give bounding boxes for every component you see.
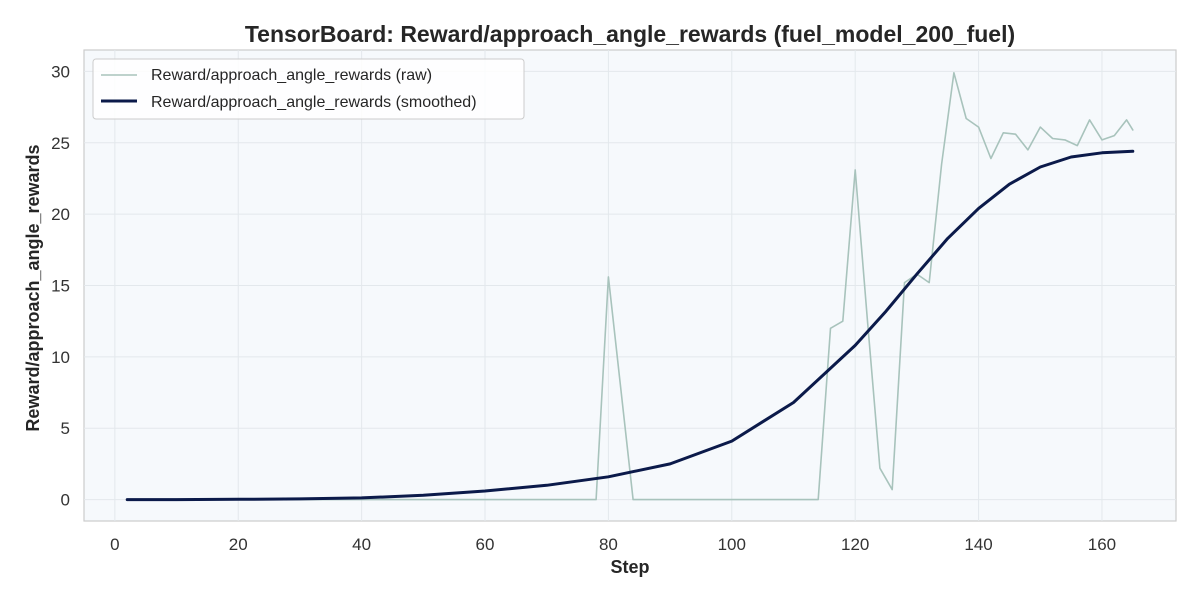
chart-title: TensorBoard: Reward/approach_angle_rewar… <box>245 21 1015 47</box>
x-tick-label: 60 <box>476 535 495 554</box>
y-tick-label: 30 <box>51 62 70 81</box>
y-axis-label: Reward/approach_angle_rewards <box>23 144 43 431</box>
x-tick-label: 140 <box>964 535 992 554</box>
x-tick-label: 80 <box>599 535 618 554</box>
x-axis-ticks: 0 20 40 60 80 100 120 140 160 <box>110 535 1116 554</box>
x-tick-label: 0 <box>110 535 119 554</box>
y-tick-label: 5 <box>61 419 70 438</box>
legend-box <box>92 58 525 120</box>
y-tick-label: 0 <box>61 491 70 510</box>
series-group <box>125 72 1135 502</box>
legend-label-smoothed: Reward/approach_angle_rewards (smoothed) <box>151 94 477 111</box>
x-tick-label: 160 <box>1088 535 1116 554</box>
series-line-smoothed <box>125 149 1135 502</box>
x-tick-label: 100 <box>718 535 746 554</box>
y-tick-label: 10 <box>51 348 70 367</box>
x-tick-label: 20 <box>229 535 248 554</box>
y-axis-ticks: 0 5 10 15 20 25 30 <box>51 62 70 509</box>
x-tick-label: 120 <box>841 535 869 554</box>
legend-label-raw: Reward/approach_angle_rewards (raw) <box>151 67 432 84</box>
y-tick-label: 20 <box>51 205 70 224</box>
x-axis-label: Step <box>610 557 649 577</box>
y-tick-label: 25 <box>51 134 70 153</box>
x-tick-label: 40 <box>352 535 371 554</box>
legend: Reward/approach_angle_rewards (raw) Rewa… <box>92 58 525 120</box>
y-tick-label: 15 <box>51 277 70 296</box>
series-line-raw <box>126 72 1134 501</box>
